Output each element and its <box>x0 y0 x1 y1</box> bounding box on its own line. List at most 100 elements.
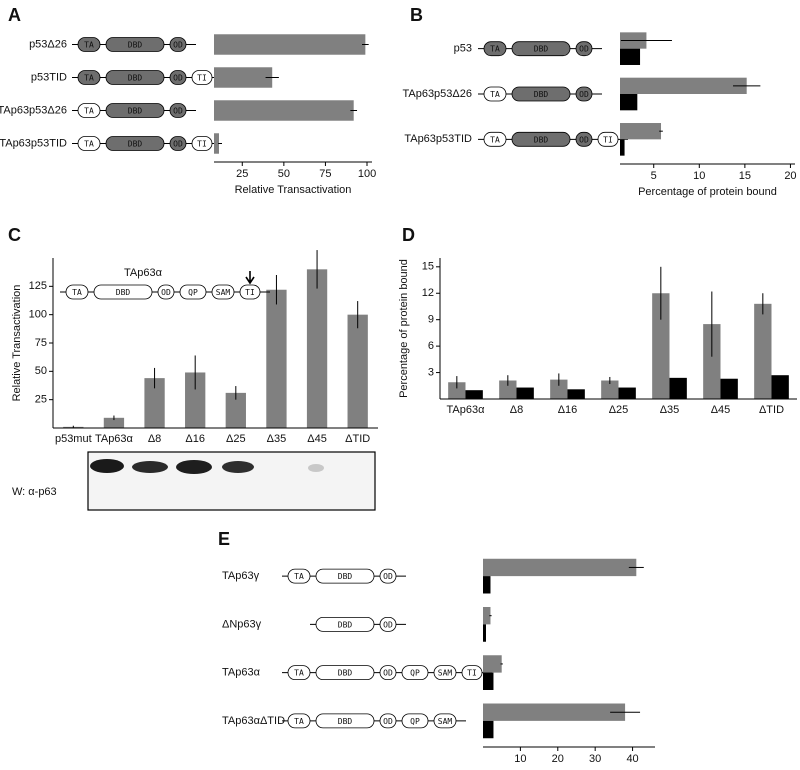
domain <box>379 616 397 632</box>
bar <box>214 133 219 154</box>
bar <box>483 607 491 625</box>
bar <box>483 720 494 739</box>
domain-label: OD <box>579 90 589 99</box>
x-tick-label: 20 <box>552 753 564 765</box>
domain <box>77 103 101 118</box>
domain-label: OD <box>383 620 393 629</box>
x-tick-label: 5 <box>651 170 657 182</box>
category-label: Δ25 <box>226 433 246 445</box>
domain-label: TI <box>197 74 207 83</box>
x-tick-label: 40 <box>626 753 638 765</box>
blot-band <box>132 461 168 473</box>
bar <box>620 123 662 140</box>
domain <box>287 713 311 729</box>
category-label: p53 <box>454 43 472 55</box>
x-tick-label: 20 <box>784 170 796 182</box>
x-tick-label: 50 <box>278 168 290 180</box>
bar <box>754 303 772 399</box>
category-label: p53mut <box>55 433 92 445</box>
y-tick-label: 25 <box>35 394 47 406</box>
y-tick-label: 75 <box>35 337 47 349</box>
construct-title: TAp63α <box>124 267 163 279</box>
bar <box>225 392 246 428</box>
domain <box>461 665 483 681</box>
bar <box>618 387 636 399</box>
x-tick-label: 75 <box>319 168 331 180</box>
category-label: Δ16 <box>558 404 578 416</box>
blot-band <box>176 460 212 474</box>
y-tick-label: 6 <box>428 340 434 352</box>
y-tick-label: 100 <box>29 309 47 321</box>
bar <box>347 314 368 428</box>
blot-label: W: α-p63 <box>12 486 57 498</box>
domain <box>169 37 187 52</box>
domain <box>105 70 165 85</box>
bar <box>483 655 502 673</box>
bar <box>483 558 637 577</box>
x-tick-label: 10 <box>693 170 705 182</box>
domain-label: SAM <box>438 717 453 726</box>
panel-label: A <box>8 5 21 25</box>
x-axis-label: Relative Transactivation <box>235 184 352 196</box>
x-tick-label: 10 <box>514 753 526 765</box>
domain <box>157 284 175 300</box>
bar <box>483 703 626 721</box>
category-label: TAp63αΔTID <box>222 715 285 727</box>
arrow <box>245 271 255 285</box>
domain-label: OD <box>173 107 183 116</box>
category-label: ΔTID <box>345 433 370 445</box>
bar <box>483 624 486 642</box>
domain-label: OD <box>173 41 183 50</box>
domain-label: DBD <box>534 135 549 144</box>
domain-label: SAM <box>216 288 231 297</box>
domain-label: TA <box>84 140 94 149</box>
bar <box>720 378 738 399</box>
domain <box>179 284 207 300</box>
panel-label: D <box>402 225 415 245</box>
category-label: Δ8 <box>510 404 523 416</box>
category-label: Δ35 <box>267 433 287 445</box>
domain <box>211 284 235 300</box>
category-label: TAp63p53TID <box>0 137 67 149</box>
domain <box>511 131 571 147</box>
panel-label: E <box>218 529 230 549</box>
domain-label: TI <box>603 135 613 144</box>
x-axis-label: Percentage of protein bound <box>500 769 639 770</box>
domain-label: DBD <box>534 45 549 54</box>
domain-label: TA <box>84 41 94 50</box>
bar <box>620 77 747 94</box>
category-label: TAp63α <box>447 404 486 416</box>
domain-label: TA <box>490 135 500 144</box>
x-tick-label: 100 <box>358 168 376 180</box>
domain-label: OD <box>579 45 589 54</box>
bar <box>652 293 670 399</box>
category-label: Δ45 <box>711 404 731 416</box>
category-label: Δ35 <box>660 404 680 416</box>
x-tick-label: 15 <box>739 170 751 182</box>
y-tick-label: 3 <box>428 366 434 378</box>
bar <box>620 139 625 156</box>
bar <box>550 379 568 399</box>
domain-label: DBD <box>128 107 143 116</box>
y-tick-label: 15 <box>422 261 434 273</box>
domain-label: DBD <box>338 620 353 629</box>
domain <box>287 568 311 584</box>
domain-label: DBD <box>338 669 353 678</box>
domain-label: QP <box>410 669 420 678</box>
bar <box>620 94 638 111</box>
x-tick-label: 25 <box>236 168 248 180</box>
category-label: p53Δ26 <box>29 38 67 50</box>
domain <box>575 131 593 147</box>
category-label: p53TID <box>31 71 67 83</box>
bar <box>103 417 125 428</box>
domain-label: TA <box>490 90 500 99</box>
category-label: ΔTID <box>759 404 784 416</box>
domain-label: OD <box>383 669 393 678</box>
domain <box>169 70 187 85</box>
western-blot <box>87 451 376 511</box>
domain <box>401 665 429 681</box>
domain-label: QP <box>188 288 198 297</box>
blot-frame <box>87 451 376 511</box>
x-tick-label: 30 <box>589 753 601 765</box>
